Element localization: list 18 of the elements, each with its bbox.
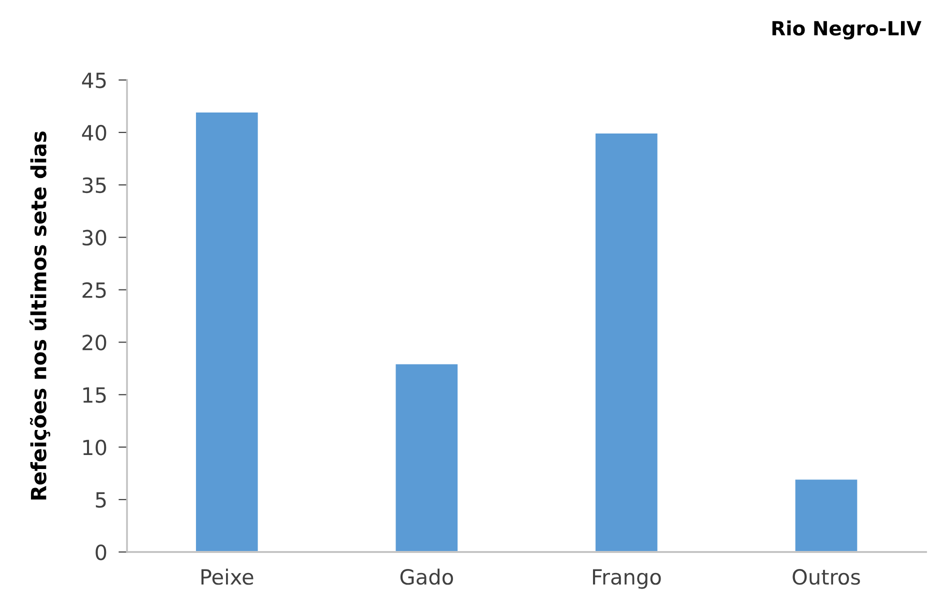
x-tick-label: Peixe <box>201 568 254 585</box>
y-axis-title: Refeições nos últimos sete dias <box>29 132 50 500</box>
y-tick-label: 0 <box>96 544 106 560</box>
y-tick-label: 30 <box>82 230 106 246</box>
y-tick-label: 45 <box>82 72 106 88</box>
bar <box>394 362 460 552</box>
bar <box>793 478 860 552</box>
y-tick-label: 25 <box>82 282 106 298</box>
y-tick-label: 10 <box>83 440 106 456</box>
y-tick-label: 20 <box>82 334 106 350</box>
y-tick-label: 5 <box>96 492 106 508</box>
chart-title: Rio Negro-LIV <box>772 20 922 40</box>
y-tick-label: 40 <box>82 124 106 141</box>
x-tick-label: Frango <box>593 569 661 589</box>
x-tick-label: Gado <box>400 568 453 585</box>
x-tick-label: Outros <box>792 569 860 585</box>
y-tick-label: 35 <box>82 177 106 194</box>
y-tick-label: 15 <box>83 387 106 403</box>
